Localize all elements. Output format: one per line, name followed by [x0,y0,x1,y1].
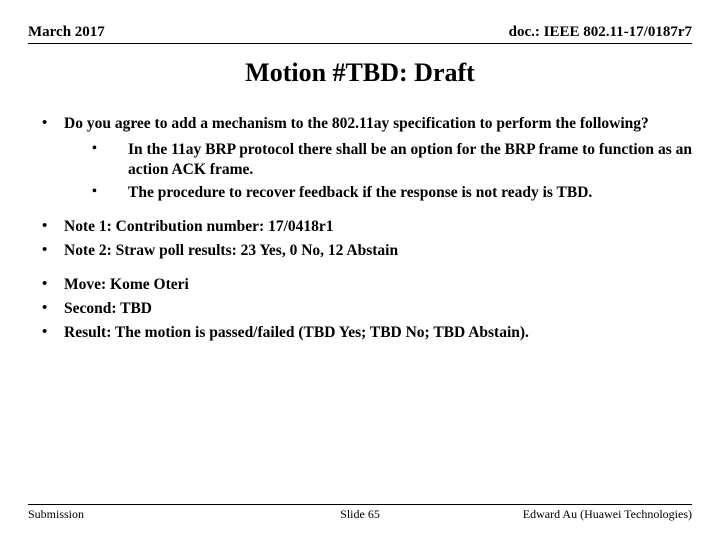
slide-title: Motion #TBD: Draft [28,58,692,88]
note-item: Note 2: Straw poll results: 23 Yes, 0 No… [28,241,692,261]
footer: Submission Slide 65 Edward Au (Huawei Te… [28,504,692,522]
header-date: March 2017 [28,24,105,41]
main-question-text: Do you agree to add a mechanism to the 8… [64,115,649,132]
footer-slide-number: Slide 65 [340,507,380,522]
main-question-item: Do you agree to add a mechanism to the 8… [28,114,692,203]
motion-result: Result: The motion is passed/failed (TBD… [28,323,692,343]
sub-point: In the 11ay BRP protocol there shall be … [64,140,692,180]
motion-move: Move: Kome Oteri [28,275,692,295]
sub-point: The procedure to recover feedback if the… [64,183,692,203]
footer-author: Edward Au (Huawei Technologies) [523,507,692,522]
slide-body: Do you agree to add a mechanism to the 8… [28,114,692,342]
footer-left: Submission [28,507,84,522]
motion-second: Second: TBD [28,299,692,319]
header-doc-id: doc.: IEEE 802.11-17/0187r7 [509,24,692,41]
header: March 2017 doc.: IEEE 802.11-17/0187r7 [28,24,692,44]
note-item: Note 1: Contribution number: 17/0418r1 [28,217,692,237]
